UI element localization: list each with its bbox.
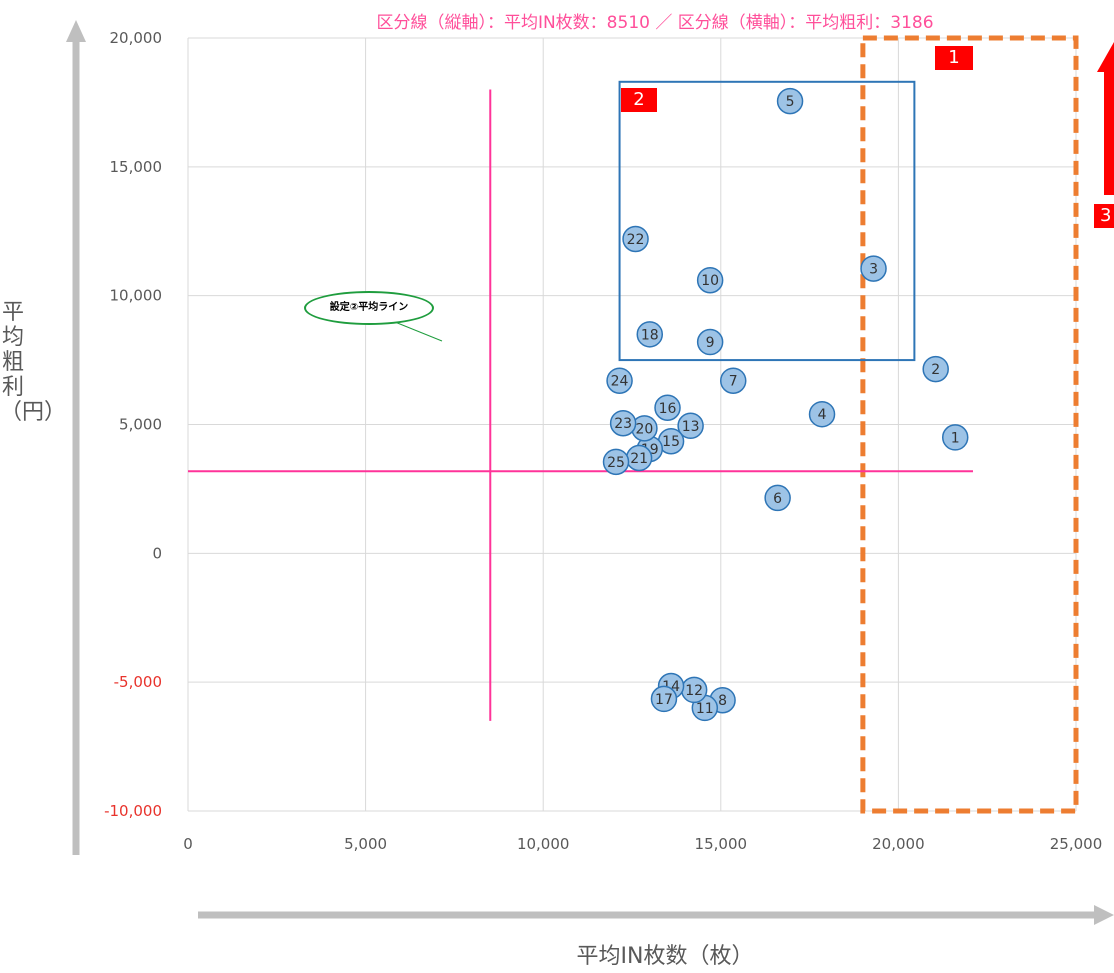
point-marker (606, 367, 633, 394)
point-label: 18 (641, 327, 659, 343)
data-point-9: 9 (696, 328, 724, 356)
point-marker (609, 409, 637, 437)
x-tick-label: 25,000 (1050, 835, 1103, 853)
data-point-3: 3 (860, 255, 887, 282)
x-tick-label: 10,000 (517, 835, 570, 853)
x-tick-label: 0 (183, 835, 193, 853)
divider-layer (188, 89, 973, 721)
region-layer (618, 35, 1079, 814)
callout-pointer (389, 319, 443, 342)
y-axis-arrowhead (66, 20, 86, 42)
point-marker (650, 685, 678, 713)
point-marker (922, 355, 949, 383)
point-marker (941, 424, 969, 451)
region-box-1 (860, 35, 1079, 814)
point-label: 15 (662, 434, 680, 450)
data-point-18: 18 (636, 321, 664, 348)
divider-values-header: 区分線（縦軸）：平均IN枚数：8510 ／ 区分線（横軸）：平均粗利：3186 (376, 13, 934, 33)
point-label: 1 (951, 430, 960, 446)
point-marker (696, 266, 724, 294)
x-axis-arrowhead (1094, 905, 1114, 925)
y-tick-label: 20,000 (110, 29, 163, 47)
point-label: 9 (706, 335, 715, 351)
data-point-24: 24 (606, 367, 633, 394)
y-tick-label: 10,000 (110, 287, 163, 305)
region-badge-2: 2 (621, 88, 657, 112)
point-label: 17 (655, 692, 673, 708)
point-marker (636, 321, 664, 348)
data-point-6: 6 (764, 484, 791, 512)
region-badge-1: 1 (935, 46, 973, 70)
point-label: 12 (685, 683, 703, 699)
point-marker (719, 367, 747, 394)
tick-layer: 20,000 15,000 10,000 5,000 0 -5,000 -10,000 0 5,… (104, 29, 1102, 853)
point-label: 2 (931, 362, 940, 378)
data-point-4: 4 (808, 400, 836, 428)
data-point-5: 5 (776, 87, 804, 115)
point-marker (764, 484, 791, 512)
data-point-13: 13 (677, 412, 704, 440)
axis-arrows (66, 20, 1114, 925)
point-marker (677, 412, 704, 440)
data-point-2: 2 (922, 355, 949, 383)
point-marker (654, 394, 681, 422)
point-label: 8 (718, 693, 727, 709)
y-tick-label: 15,000 (110, 158, 163, 176)
point-label: 23 (614, 416, 632, 432)
point-marker (860, 255, 887, 282)
point-marker (602, 448, 630, 476)
y-tick-label: -10,000 (104, 802, 162, 820)
x-tick-label: 20,000 (872, 835, 925, 853)
point-label: 7 (729, 374, 738, 390)
data-point-10: 10 (696, 266, 724, 294)
point-layer: 1234567891011121314151617181920212223242… (602, 87, 969, 722)
y-axis-label: 平均粗利（円） (0, 300, 67, 425)
data-point-21: 21 (625, 444, 653, 472)
point-label: 10 (701, 273, 719, 289)
point-label: 24 (611, 374, 629, 390)
average-line-callout: 設定②平均ライン (304, 291, 434, 325)
point-marker (808, 400, 836, 428)
region-badge-3: 3 (1094, 204, 1114, 228)
point-marker (696, 328, 724, 356)
point-label: 21 (630, 451, 648, 467)
data-point-17: 17 (650, 685, 678, 713)
point-label: 20 (636, 421, 654, 437)
x-tick-label: 15,000 (695, 835, 748, 853)
x-tick-label: 5,000 (344, 835, 387, 853)
point-label: 4 (818, 407, 827, 423)
data-point-23: 23 (609, 409, 637, 437)
data-point-20: 20 (631, 415, 658, 442)
point-label: 11 (696, 701, 714, 717)
point-label: 3 (869, 262, 878, 278)
point-label: 25 (607, 455, 625, 471)
data-point-22: 22 (622, 225, 649, 253)
point-marker (776, 87, 804, 115)
point-marker (622, 225, 649, 253)
y-tick-label: 0 (152, 544, 162, 562)
red-arrow-indicator (1097, 42, 1114, 195)
data-point-7: 7 (719, 367, 747, 394)
x-axis-label: 平均IN枚数（枚） (576, 944, 754, 969)
point-label: 16 (659, 401, 677, 417)
point-label: 6 (773, 491, 782, 507)
data-point-1: 1 (941, 424, 969, 451)
data-point-16: 16 (654, 394, 681, 422)
point-label: 22 (627, 232, 645, 248)
point-label: 13 (682, 419, 700, 435)
y-tick-label: 5,000 (119, 416, 162, 434)
point-label: 5 (786, 94, 795, 110)
y-tick-label: -5,000 (114, 673, 162, 691)
data-point-12: 12 (680, 676, 708, 704)
data-point-25: 25 (602, 448, 630, 476)
region-box-2 (618, 80, 916, 362)
